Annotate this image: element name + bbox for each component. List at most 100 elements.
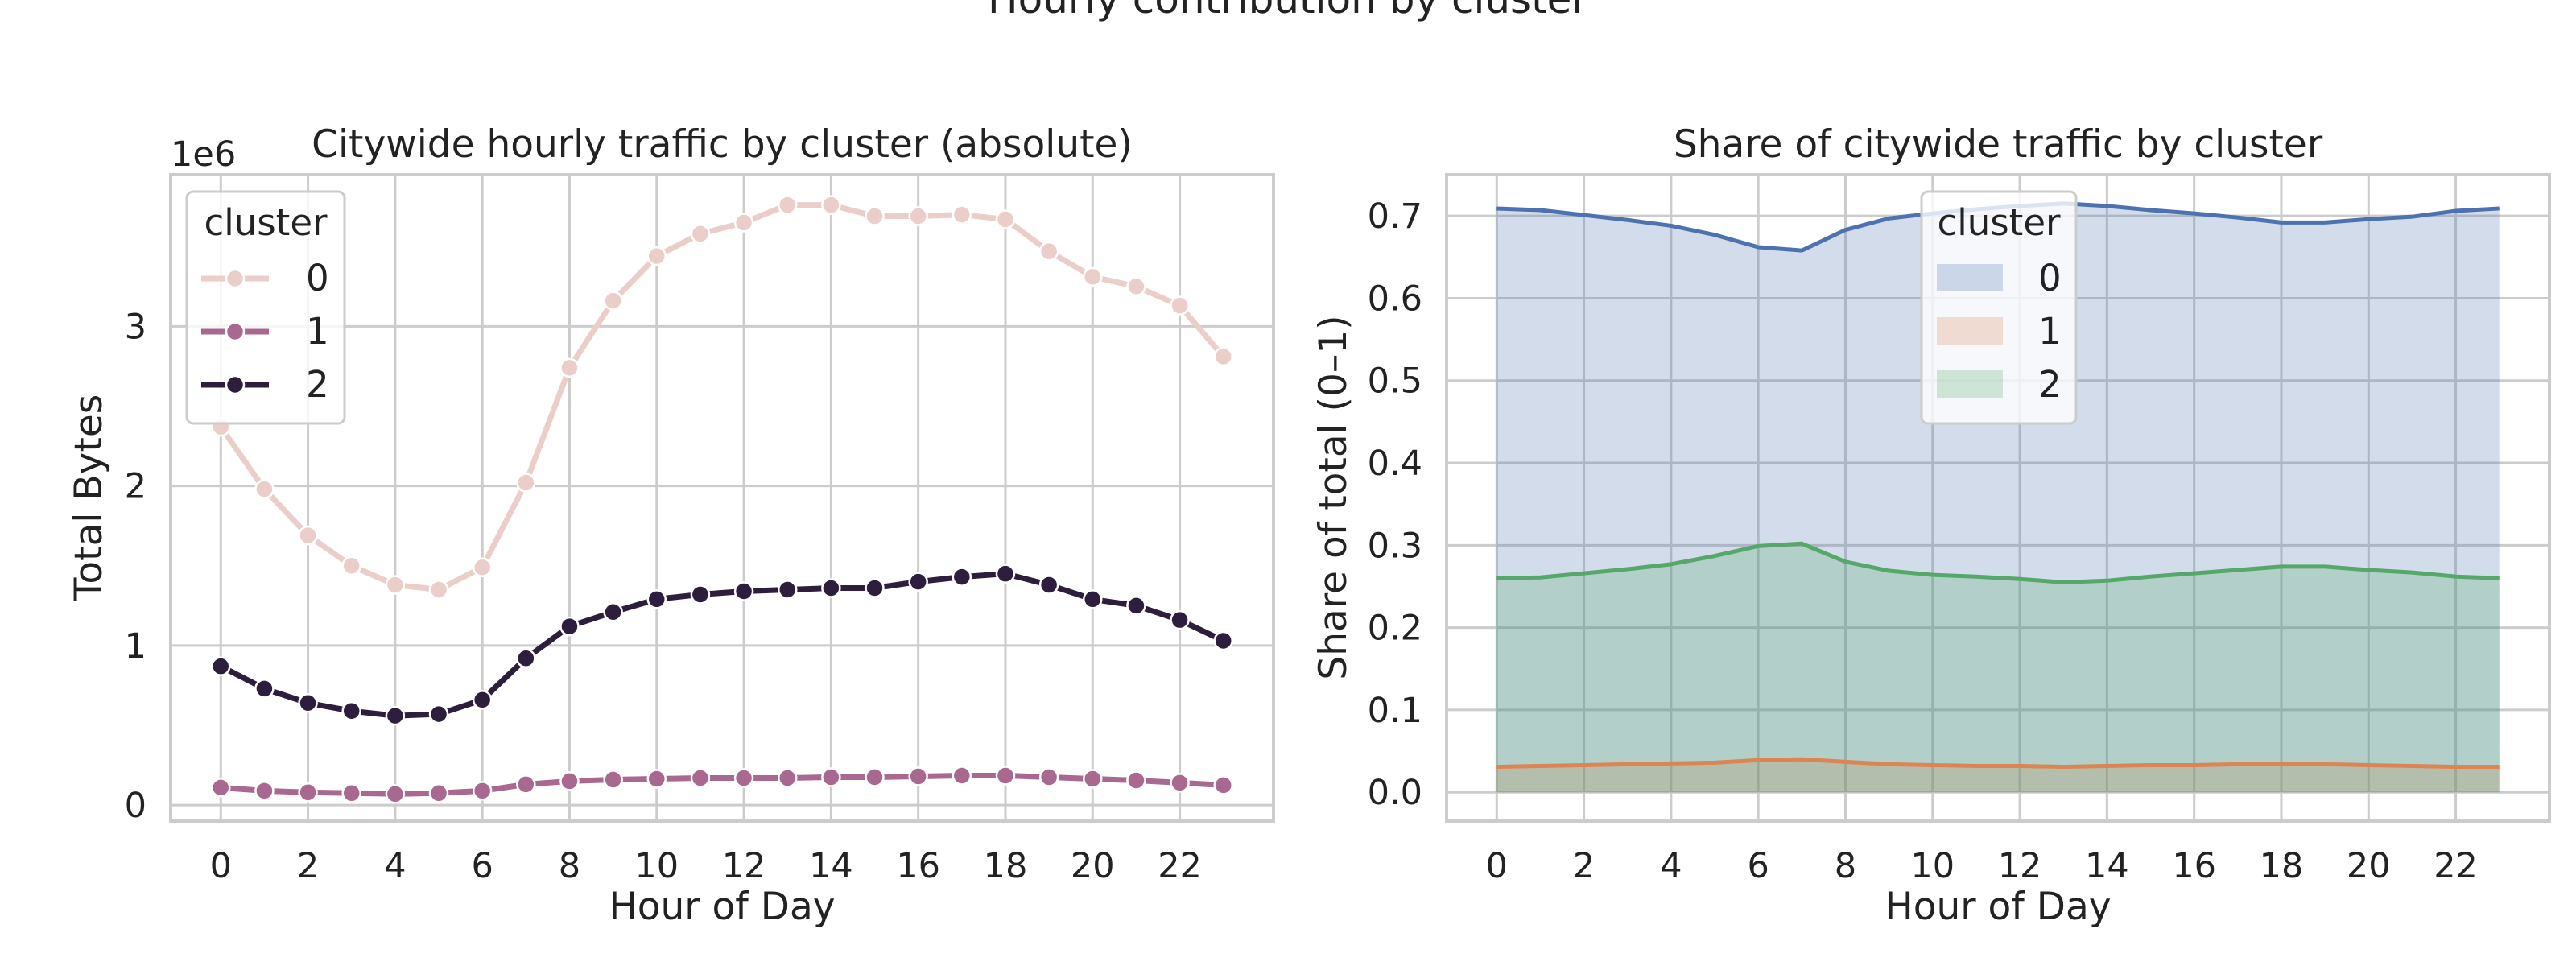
absolute-y-tick-label: 3 [125, 307, 147, 347]
absolute-x-axis-label: Hour of Day [609, 885, 835, 929]
series-2-point [341, 700, 361, 721]
share-x-tick-label: 0 [1486, 846, 1508, 886]
series-1-point [908, 766, 928, 786]
series-1-point [1170, 773, 1190, 793]
absolute-x-tick-label: 8 [559, 846, 580, 886]
share-x-tick-label: 4 [1660, 846, 1682, 886]
share-x-axis-label: Hour of Day [1885, 885, 2111, 929]
figure-suptitle: Hourly contribution by cluster [988, 0, 1588, 23]
series-0-point [952, 204, 972, 225]
absolute-x-tick-label: 0 [210, 846, 232, 886]
share-x-tick-labels: 0 2 4 6 8 10 12 14 16 18 20 22 [1486, 846, 2478, 886]
series-2-point [777, 580, 798, 600]
series-2-point [1038, 575, 1059, 595]
series-2-point [298, 693, 318, 713]
series-2-line [1496, 541, 2500, 584]
legend-swatch-1 [1937, 317, 2003, 345]
legend-marker-0 [225, 268, 246, 289]
series-2-point [952, 567, 972, 587]
absolute-x-tick-label: 6 [471, 846, 493, 886]
series-2-point [733, 581, 754, 601]
series-2-point [995, 564, 1016, 584]
series-2-point [603, 602, 623, 622]
absolute-x-tick-label: 10 [634, 846, 679, 886]
series-2-point [690, 584, 711, 605]
series-0-point [254, 479, 275, 499]
absolute-legend-title: cluster [204, 201, 328, 244]
series-0-area [1496, 203, 2500, 793]
absolute-legend-box [185, 190, 346, 425]
share-series-group [1496, 201, 2500, 793]
series-1-line [221, 772, 1224, 797]
share-x-tick-label: 20 [2347, 846, 2391, 886]
series-2-point [1170, 609, 1190, 630]
series-2-point [1083, 589, 1103, 609]
series-1-line [1496, 757, 2500, 769]
series-1-point [865, 767, 885, 787]
absolute-x-tick-label: 18 [984, 846, 1028, 886]
series-2-point [428, 704, 449, 724]
series-0-line [218, 202, 1226, 593]
series-0-point [603, 291, 623, 311]
series-0-point [777, 195, 798, 215]
share-y-tick-label: 0.1 [1368, 691, 1422, 731]
share-panel: Share of citywide traffic by cluster 0 2 4… [1311, 122, 2551, 929]
series-1-point [341, 783, 361, 803]
absolute-x-tick-label: 4 [384, 846, 406, 886]
share-x-tick-label: 14 [2085, 846, 2129, 886]
share-chart-frame [1445, 173, 2551, 823]
absolute-chart-frame [169, 173, 1275, 823]
series-0-point [690, 224, 711, 244]
series-0-point [1126, 276, 1146, 297]
absolute-x-tick-labels: 0 2 4 6 8 10 12 14 16 18 20 22 [210, 846, 1202, 886]
series-2-point [821, 578, 841, 598]
series-1-point [211, 778, 231, 798]
series-2-point [559, 616, 580, 637]
series-1-point [1213, 775, 1233, 795]
series-0-point [646, 246, 667, 266]
series-0-point [1170, 295, 1190, 316]
absolute-y-tick-label: 1 [125, 626, 147, 667]
series-1-point [777, 768, 798, 788]
absolute-y-axis-label: Total Bytes [67, 394, 111, 602]
share-x-tick-label: 18 [2260, 846, 2304, 886]
absolute-x-tick-label: 16 [896, 846, 940, 886]
share-y-tick-label: 0.0 [1368, 773, 1422, 813]
share-x-tick-label: 2 [1573, 846, 1595, 886]
series-2-point [516, 648, 536, 669]
absolute-x-tick-label: 14 [809, 846, 853, 886]
share-legend-box [1920, 190, 2078, 425]
series-2-point [385, 705, 406, 726]
series-1-point [298, 782, 318, 803]
absolute-x-tick-label: 12 [722, 846, 766, 886]
legend-label-0: 0 [306, 257, 329, 299]
absolute-y-tick-label: 0 [125, 786, 147, 826]
series-1-point [1083, 769, 1103, 789]
absolute-y-tick-label: 2 [125, 467, 147, 507]
series-0-point [1083, 266, 1103, 287]
share-y-tick-label: 0.3 [1368, 526, 1422, 566]
absolute-x-tick-label: 2 [297, 846, 319, 886]
share-legend-title: cluster [1937, 201, 2061, 244]
series-0-point [865, 206, 885, 226]
legend-label-2: 2 [306, 363, 329, 406]
share-x-tick-label: 10 [1910, 846, 1955, 886]
series-1-point [428, 783, 449, 803]
absolute-legend: cluster 0 1 2 [185, 190, 346, 425]
legend-marker-2 [225, 374, 246, 395]
series-0-point [516, 473, 536, 493]
series-1-point [995, 766, 1016, 786]
series-1-point [1126, 770, 1146, 791]
series-0-point [472, 557, 493, 577]
absolute-traffic-panel: Citywide hourly traffic by cluster (abso… [67, 122, 1275, 929]
legend-label-0: 0 [2038, 257, 2062, 299]
absolute-x-tick-label: 20 [1071, 846, 1115, 886]
series-0-point [1038, 241, 1059, 262]
series-0-point [341, 555, 361, 576]
share-x-tick-label: 8 [1835, 846, 1856, 886]
absolute-x-tick-label: 22 [1158, 846, 1202, 886]
legend-swatch-2 [1937, 370, 2003, 398]
series-0-point [908, 206, 928, 226]
series-1-point [516, 774, 536, 795]
